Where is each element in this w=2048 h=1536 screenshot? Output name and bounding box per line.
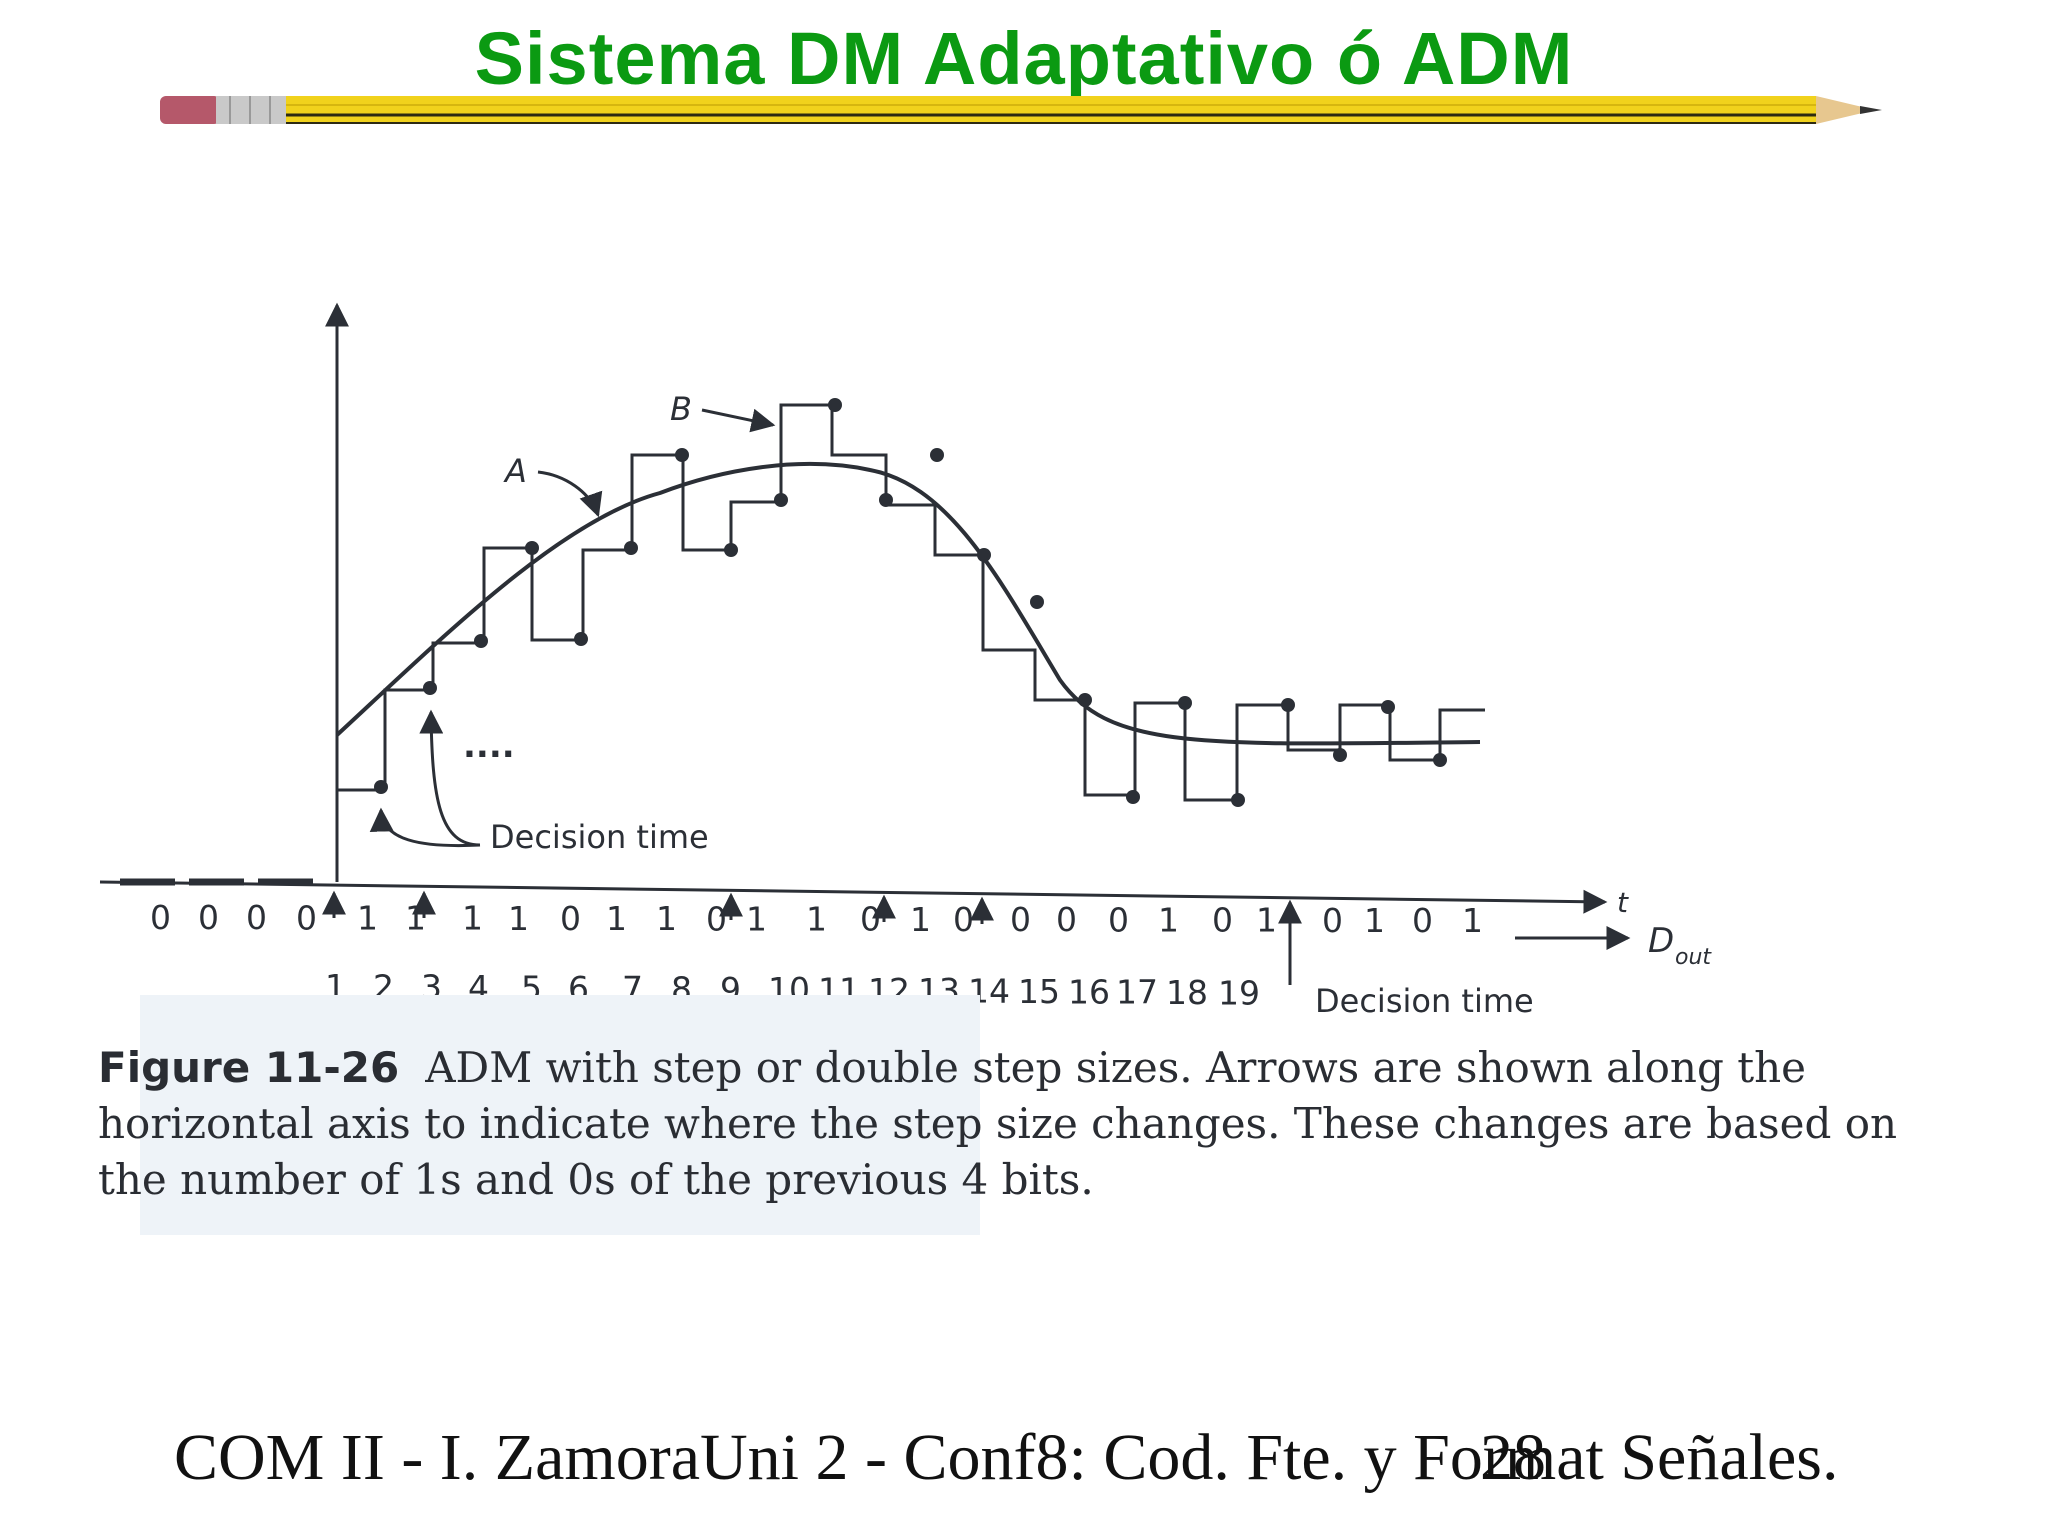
bit-label: 0 — [560, 899, 581, 938]
bit-label: 1 — [746, 899, 767, 938]
bit-label: 0 — [953, 900, 974, 939]
bit-label: 0 — [1322, 901, 1343, 940]
ellipsis-label: .... — [463, 726, 515, 766]
bit-label: 0 — [706, 899, 727, 938]
bit-label: 1 — [1364, 901, 1385, 940]
slide-footer: COM II - I. ZamoraUni 2 - Conf8: Cod. Ft… — [174, 1421, 1839, 1494]
step-change-arrows — [322, 890, 1302, 985]
bit-label: 0 — [150, 898, 171, 937]
bit-label: 1 — [1256, 901, 1277, 940]
sample-index-label: 18 — [1166, 973, 1208, 1012]
caption-background — [140, 995, 980, 1235]
pencil-divider-icon — [160, 96, 1882, 124]
dout-subscript: out — [1675, 945, 1712, 970]
sample-index-label: 16 — [1068, 972, 1110, 1011]
bit-label: 1 — [357, 898, 378, 937]
step-label-b: B — [670, 390, 692, 428]
bit-label: 1 — [910, 900, 931, 939]
sample-index-label: 17 — [1116, 973, 1158, 1012]
bit-label: 1 — [462, 899, 483, 938]
bit-label: 1 — [656, 899, 677, 938]
bit-label: 0 — [1212, 901, 1233, 940]
x-axis — [99, 880, 1608, 914]
axis-t-label: t — [1617, 886, 1629, 919]
bit-label: 0 — [296, 898, 317, 937]
curve-label-a: A — [503, 452, 527, 490]
sample-index-label: 19 — [1218, 973, 1260, 1012]
bit-label: 1 — [508, 899, 529, 938]
bit-label: 1 — [606, 899, 627, 938]
page-number: 28 — [1480, 1421, 1546, 1494]
bit-label: 0 — [1010, 900, 1031, 939]
bit-label: 0 — [1108, 900, 1129, 939]
bit-label: 0 — [1412, 901, 1433, 940]
bit-label: 1 — [806, 900, 827, 939]
bit-label: 0 — [198, 898, 219, 937]
analog-curve-a — [335, 461, 1481, 746]
decision-dots — [374, 398, 1447, 807]
sample-index-label: 15 — [1018, 972, 1060, 1011]
decision-time-label-left: Decision time — [490, 818, 709, 856]
caption-label: Figure 11-26 — [98, 1043, 400, 1092]
bit-label: 0 — [1056, 900, 1077, 939]
dout-label: D — [1648, 921, 1674, 961]
bit-label: 1 — [1158, 900, 1179, 939]
figure-caption: Figure 11-26 ADM with step or double step… — [98, 1040, 1928, 1208]
bit-label: 0 — [246, 898, 267, 937]
bit-label: 1 — [1462, 901, 1483, 940]
decision-time-label-right: Decision time — [1315, 982, 1534, 1020]
bit-label: 1 — [405, 899, 426, 938]
bit-label: 0 — [860, 900, 881, 939]
slide-title: Sistema DM Adaptativo ó ADM — [474, 17, 1574, 100]
caption-text: ADM with step or double step sizes. Arro… — [98, 1043, 1898, 1204]
